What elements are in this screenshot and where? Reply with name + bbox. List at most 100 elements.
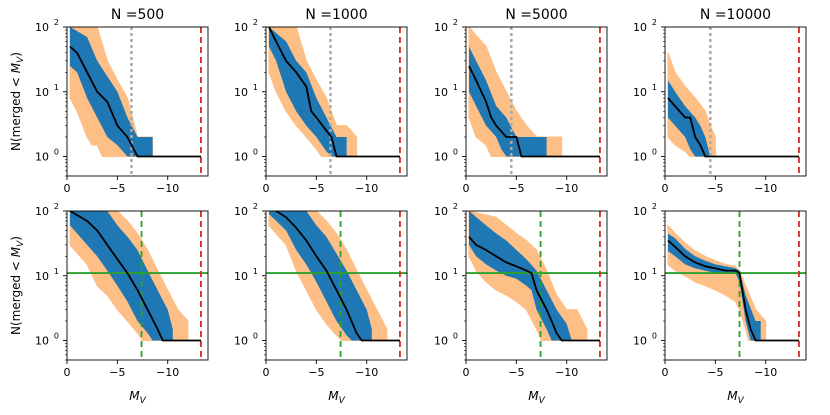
panel-top-1-plot-area [69, 27, 202, 176]
y-axis-label-m: M [9, 246, 23, 257]
x-tick-label: −10 [555, 366, 578, 379]
inner-band [70, 27, 153, 157]
y-tick-label: 10 [35, 270, 49, 283]
y-tick-exponent: 1 [652, 83, 657, 92]
y-tick-exponent: 2 [253, 18, 258, 27]
y-tick-label: 10 [633, 205, 647, 218]
panel-bottom-2-plot-area [266, 211, 407, 360]
x-tick-label: 0 [662, 366, 669, 379]
panel-top-4-plot-area [667, 27, 800, 176]
y-tick-exponent: 2 [54, 202, 59, 211]
panel-top-3: 0 −5 −10 10 0 10 1 10 2 N =5000 [434, 7, 608, 195]
y-tick-exponent: 1 [253, 83, 258, 92]
y-axis-label-sub: V [16, 56, 26, 63]
y-tick-label: 10 [434, 86, 448, 99]
x-axis-label: MV [129, 389, 146, 406]
median-line [468, 65, 600, 158]
y-tick-label: 10 [633, 86, 647, 99]
y-tick-exponent: 2 [652, 202, 657, 211]
x-tick-label: 0 [463, 366, 470, 379]
y-tick-label: 10 [434, 270, 448, 283]
median-line [268, 27, 400, 158]
y-tick-exponent: 1 [54, 83, 59, 92]
x-axis-label-subscript: V [539, 396, 546, 406]
x-tick-label: −10 [156, 182, 179, 195]
panel-bottom-3-plot-area [466, 211, 607, 360]
y-axis-label-sub: V [16, 240, 26, 247]
median-line [468, 236, 600, 342]
panel-title: N =10000 [700, 7, 771, 23]
y-tick-exponent: 1 [54, 267, 59, 276]
y-tick-label: 10 [434, 205, 448, 218]
y-tick-exponent: 0 [652, 332, 657, 341]
y-tick-label: 10 [633, 270, 647, 283]
y-tick-label: 10 [234, 270, 248, 283]
x-tick-label: −5 [707, 182, 723, 195]
y-tick-label: 10 [633, 335, 647, 348]
y-tick-exponent: 1 [652, 267, 657, 276]
y-tick-exponent: 0 [54, 148, 59, 157]
x-axis-label-subscript: V [738, 396, 745, 406]
x-axis-label: MV [727, 389, 744, 406]
panel-top-3-plot-area [468, 27, 601, 176]
y-tick-label: 10 [234, 151, 248, 164]
panel-bottom-4: 0 −5 −10 10 0 10 1 10 2 MV [633, 202, 807, 406]
median-line [275, 211, 400, 342]
y-tick-exponent: 2 [453, 202, 458, 211]
panel-bottom-3: 0 −5 −10 10 0 10 1 10 2 MV [434, 202, 608, 406]
y-tick-exponent: 1 [453, 83, 458, 92]
x-tick-label: 0 [662, 182, 669, 195]
x-tick-label: −5 [707, 366, 723, 379]
y-tick-label: 10 [35, 151, 49, 164]
x-tick-label: −10 [555, 182, 578, 195]
inner-band [469, 46, 547, 157]
y-tick-label: 10 [234, 21, 248, 34]
panel-title: N =5000 [505, 7, 567, 23]
y-tick-label: 10 [35, 21, 49, 34]
y-tick-label: 10 [35, 205, 49, 218]
y-tick-exponent: 0 [652, 148, 657, 157]
panel-top-2: 0 −5 −10 10 0 10 1 10 2 N =1000 [234, 7, 408, 195]
y-tick-exponent: 0 [453, 332, 458, 341]
median-line [667, 239, 799, 342]
y-tick-label: 10 [434, 335, 448, 348]
x-tick-label: −10 [754, 366, 777, 379]
x-tick-label: 0 [64, 182, 71, 195]
x-axis-label: MV [328, 389, 345, 406]
y-axis-label-text: N(merged < [9, 257, 23, 335]
y-axis-label-close: ) [9, 52, 23, 57]
y-tick-label: 10 [35, 86, 49, 99]
panel-top-1: 0 −5 −10 10 0 10 1 10 2 N =500 [35, 7, 209, 195]
panel-bottom-1-plot-area [67, 211, 208, 360]
y-tick-label: 10 [234, 335, 248, 348]
panel-title: N =500 [111, 7, 164, 23]
y-tick-label: 10 [234, 205, 248, 218]
y-axis-label-bottom: N(merged < MV) [9, 236, 26, 335]
y-axis-label-top: N(merged < MV) [9, 52, 26, 151]
y-axis-label-m: M [9, 62, 23, 73]
y-tick-exponent: 1 [453, 267, 458, 276]
x-tick-label: −5 [308, 182, 324, 195]
panel-bottom-4-plot-area [665, 211, 806, 360]
x-tick-label: −10 [754, 182, 777, 195]
x-tick-label: 0 [263, 366, 270, 379]
y-tick-exponent: 0 [253, 332, 258, 341]
panel-top-4: 0 −5 −10 10 0 10 1 10 2 N =10000 [633, 7, 807, 195]
y-tick-exponent: 0 [453, 148, 458, 157]
y-tick-label: 10 [633, 21, 647, 34]
median-line [69, 211, 201, 342]
x-axis-label: MV [528, 389, 545, 406]
x-tick-label: −5 [109, 366, 125, 379]
x-tick-label: −5 [508, 182, 524, 195]
panel-bottom-2: 0 −5 −10 10 0 10 1 10 2 MV [234, 202, 408, 406]
panel-top-2-plot-area [268, 27, 401, 176]
x-tick-label: −10 [156, 366, 179, 379]
x-tick-label: −5 [109, 182, 125, 195]
inner-band [668, 80, 711, 157]
median-line [667, 97, 799, 158]
y-tick-exponent: 2 [652, 18, 657, 27]
y-axis-label-text: N(merged < [9, 73, 23, 151]
median-line [69, 45, 201, 158]
panel-bottom-1: 0 −5 −10 10 0 10 1 10 2 MV [35, 202, 209, 406]
y-tick-exponent: 2 [54, 18, 59, 27]
